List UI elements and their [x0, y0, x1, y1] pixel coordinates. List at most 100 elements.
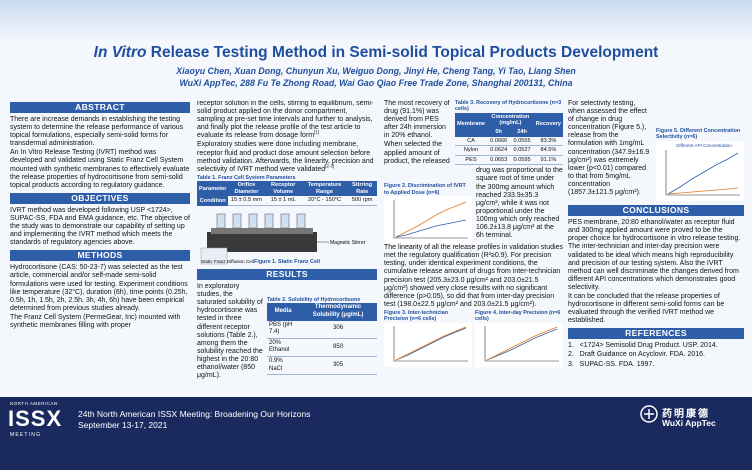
- paragraph: In exploratory studies, the saturated so…: [197, 283, 263, 380]
- series-line: [486, 328, 558, 361]
- table-row: PBS (pH 7.4) 306: [267, 320, 377, 339]
- paragraph: The Franz Cell System (PermeGear, Inc) m…: [10, 313, 181, 329]
- company-icon: [640, 405, 658, 423]
- section-heading: ABSTRACT: [10, 102, 190, 113]
- column-2: receptor solution in the cells, stirring…: [197, 100, 377, 394]
- footer: NORTH AMERICAN ISSX MEETING 24th North A…: [0, 397, 752, 470]
- paragraph: When selected the applied amount of prod…: [384, 141, 563, 240]
- paragraph: It can be concluded that the release pro…: [568, 292, 725, 325]
- company-name: WuXi AppTec: [662, 418, 716, 428]
- cell: 0.0666: [486, 136, 511, 147]
- paragraph: The most recovery of drug (91.1%) was de…: [384, 100, 450, 140]
- plot-subtitle: Different API Concentration: [676, 143, 732, 148]
- section-heading: OBJECTIVES: [10, 192, 190, 204]
- figure-2: Figure 2. Discrimination of IVRT to Appl…: [384, 183, 472, 245]
- reference: 3. SUPAC-SS. FDA. 1997.: [568, 360, 655, 368]
- figure-label: Static Franz Diffusion Cell: [201, 259, 254, 264]
- cell: 20°C - 150°C: [301, 196, 348, 207]
- header-cell: Concentration (mg/mL): [486, 112, 534, 128]
- meeting-name: 24th North American ISSX Meeting: Broade…: [78, 409, 311, 419]
- paragraph: receptor solution in the cells, stirring…: [197, 100, 377, 140]
- series-line: [486, 326, 558, 361]
- axes: [484, 325, 559, 362]
- table-row: 20% Ethanol 850: [267, 338, 377, 358]
- paragraph: The linearity of all the release profile…: [384, 244, 563, 308]
- table-header: Parameter Orifice Diameter Receptor Volu…: [197, 181, 377, 197]
- section-heading: RESULTS: [197, 269, 377, 281]
- axes: [665, 149, 740, 196]
- title-text: Release Testing Method in Semi-solid Top…: [150, 44, 659, 61]
- plot: [475, 322, 563, 367]
- section-heading: CONCLUSIONS: [568, 205, 744, 217]
- header-cell: Thermodynamic Solubility (μg/mL): [299, 303, 377, 321]
- figure-3: Figure 3. Inter-technician Precision (n=…: [384, 310, 472, 367]
- cell: 0.0555: [510, 136, 534, 147]
- figure-4: Figure 4. Inter-day Precision (n=6 cells…: [475, 310, 563, 367]
- axes: [393, 325, 468, 362]
- logo-bottom: MEETING: [10, 432, 42, 438]
- column-1: ABSTRACT There are increase demands in e…: [10, 100, 190, 394]
- reference: 1. <1724> Semisolid Drug Product. USP. 2…: [568, 342, 718, 350]
- table-row: Nylon 0.0624 0.0527 84.5%: [455, 145, 563, 156]
- paragraph: Exploratory studies were done including …: [197, 141, 377, 173]
- title-italic: In Vitro: [93, 44, 147, 61]
- paragraph: An In Vitro Release Testing (IVRT) metho…: [10, 149, 190, 189]
- header-cell: Parameter: [197, 181, 229, 197]
- table-subheader: 0h 24h: [455, 128, 563, 137]
- header-cell: Temperature Range: [301, 181, 348, 197]
- cell: 500 rpm: [347, 196, 377, 207]
- paragraph: For selectivity testing, when assessed t…: [568, 100, 650, 197]
- header-cell: Receptor Volume: [264, 181, 302, 197]
- header-cell: Media: [267, 303, 300, 321]
- row-header: Condition: [197, 196, 229, 206]
- figure-row: Figure 3. Inter-technician Precision (n=…: [384, 310, 563, 367]
- plot: [384, 322, 472, 367]
- figure-caption: Figure 3. Inter-technician Precision (n=…: [384, 309, 449, 323]
- cell: 15 ± 1 mL: [264, 196, 302, 207]
- header-cell: Orifice Diameter: [228, 181, 265, 197]
- header-cell: 0h: [486, 128, 511, 137]
- table: Parameter Orifice Diameter Receptor Volu…: [197, 181, 377, 207]
- paragraph: IVRT method was developed following USP …: [10, 206, 190, 247]
- table-row: CA 0.0666 0.0555 83.3%: [455, 136, 563, 147]
- citation: [1]: [314, 130, 320, 136]
- header-cell: Membrane: [455, 112, 487, 137]
- cell: 0.0595: [510, 155, 534, 166]
- cell: 15 ± 0.5 mm: [228, 196, 265, 207]
- logo: ISSX: [8, 406, 63, 431]
- authors: Xiaoyu Chen, Xuan Dong, Chunyun Xu, Weig…: [176, 66, 576, 76]
- plot: [384, 196, 472, 245]
- series-line: [667, 187, 739, 195]
- meeting-dates: September 13-17, 2021: [78, 420, 168, 430]
- figure-caption: Figure 1. Static Franz Cell: [254, 259, 320, 265]
- logo-top: NORTH AMERICAN: [10, 401, 58, 406]
- paragraph: PES membrane, 20:80 ethanol/water as rec…: [568, 219, 741, 291]
- cell: 84.5%: [533, 145, 563, 156]
- header-cell: Recovery: [533, 112, 563, 137]
- poster-title: In Vitro Release Testing Method in Semi-…: [0, 44, 752, 62]
- table: Membrane Concentration (mg/mL) Recovery …: [455, 112, 563, 166]
- column-3: Table 3. Recovery of Hydrocortisone (n=3…: [384, 100, 563, 394]
- cell: 0.0624: [486, 145, 511, 156]
- figure-caption: Figure 2. Discrimination of IVRT to Appl…: [384, 183, 466, 196]
- cells: [216, 213, 306, 229]
- paragraph-text: Exploratory studies were done including …: [197, 141, 374, 173]
- cell: 0.9% NaCl: [267, 356, 300, 376]
- series-line: [667, 152, 739, 195]
- cell: 83.3%: [533, 136, 563, 147]
- figure-caption: Figure 5. Different Concentration Select…: [656, 128, 741, 141]
- series-line: [395, 326, 467, 361]
- cell: 305: [299, 356, 377, 376]
- affiliation: WuXi AppTec, 288 Fu Te Zhong Road, Wai G…: [179, 78, 573, 88]
- table-row: 0.9% NaCl 305: [267, 356, 377, 376]
- paragraph: There are increase demands in establishi…: [10, 116, 184, 148]
- table-caption: Table 3. Recovery of Hydrocortisone (n=3…: [455, 100, 562, 113]
- column-4: Figure 5. Different Concentration Select…: [568, 100, 744, 394]
- series-line: [395, 201, 467, 238]
- cell: Nylon: [455, 145, 487, 156]
- citation: [2-3]: [325, 163, 335, 169]
- table-2: Table 2. Solubility of Hydrocortisone Me…: [267, 297, 377, 376]
- cell: 306: [299, 320, 377, 339]
- figure-5: Figure 5. Different Concentration Select…: [656, 128, 744, 201]
- company-cn: 药明康德: [662, 409, 710, 420]
